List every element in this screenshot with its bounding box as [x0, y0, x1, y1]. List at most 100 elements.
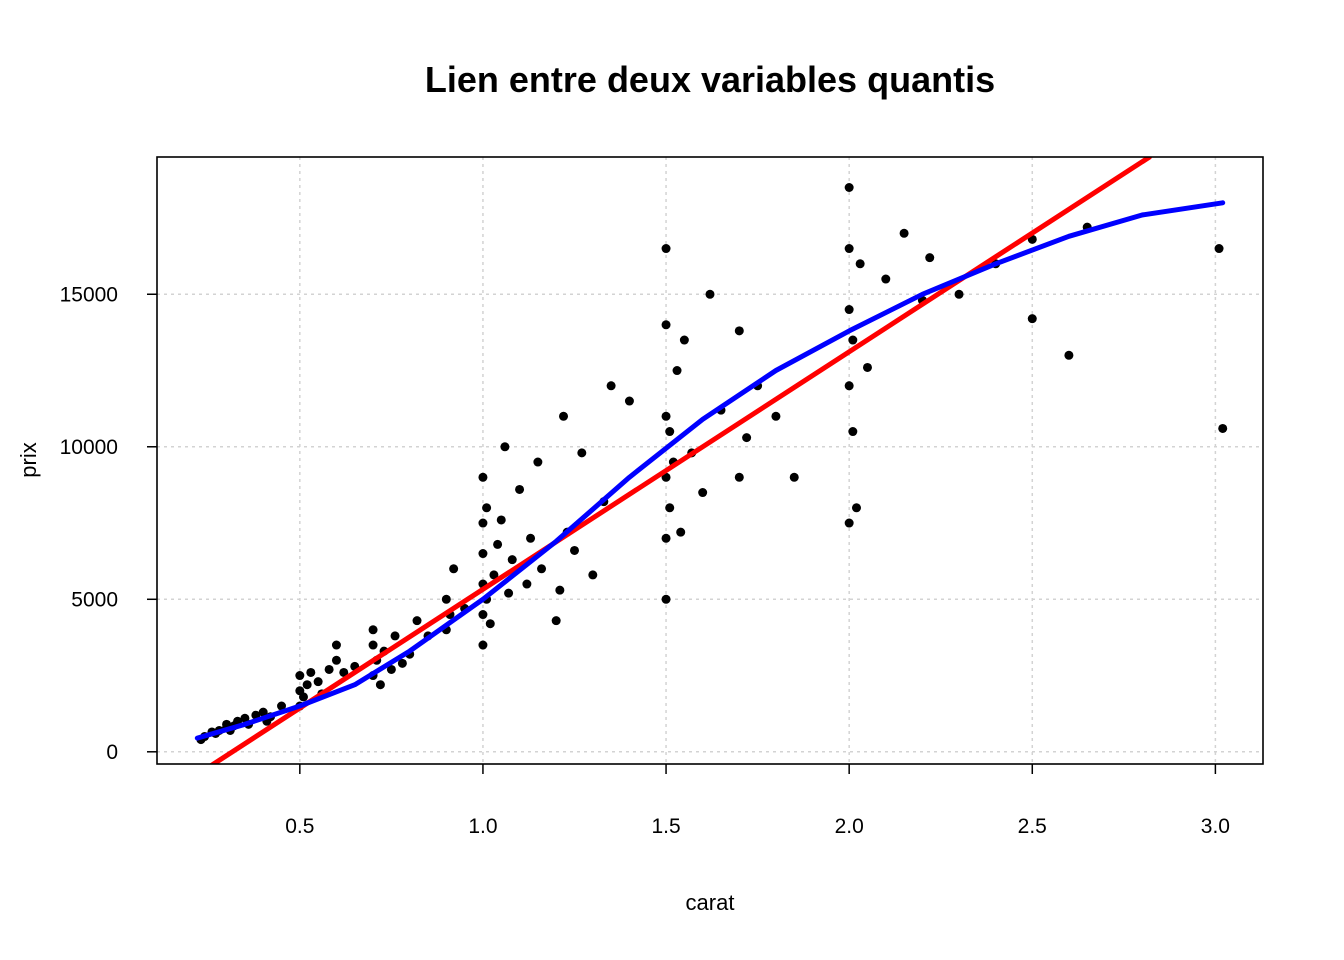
data-point: [507, 555, 517, 565]
data-point: [1064, 350, 1074, 360]
data-point: [862, 362, 872, 372]
data-point: [844, 381, 854, 391]
data-point: [848, 335, 858, 345]
data-point: [504, 588, 514, 598]
data-point: [1214, 244, 1224, 254]
data-point: [331, 640, 341, 650]
data-point: [665, 503, 675, 513]
x-axis: 0.5 1.0 1.5 2.0 2.5 3.0: [285, 764, 1230, 838]
data-point: [386, 664, 396, 674]
data-point: [899, 228, 909, 238]
fit-lines: [194, 157, 1226, 764]
x-tick-label: 1.0: [468, 815, 497, 838]
data-point: [705, 289, 715, 299]
data-point: [1218, 423, 1228, 433]
data-point: [665, 427, 675, 437]
data-point: [478, 640, 488, 650]
data-point: [771, 411, 781, 421]
x-tick-label: 2.0: [835, 815, 864, 838]
data-point: [881, 274, 891, 284]
data-point: [624, 396, 634, 406]
data-point: [559, 411, 569, 421]
data-point: [500, 442, 510, 452]
y-axis-label: prix: [16, 442, 41, 477]
x-tick-label: 3.0: [1201, 815, 1230, 838]
data-point: [855, 259, 865, 269]
data-point: [324, 664, 334, 674]
data-point: [375, 680, 385, 690]
linear-fit-line: [208, 157, 1152, 764]
data-point: [577, 448, 587, 458]
data-point: [555, 585, 565, 595]
data-point: [606, 381, 616, 391]
data-point: [672, 366, 682, 376]
data-point: [449, 564, 459, 574]
data-point: [844, 183, 854, 193]
data-point: [789, 472, 799, 482]
data-point: [661, 472, 671, 482]
data-point: [302, 680, 312, 690]
data-point: [661, 320, 671, 330]
data-point: [522, 579, 532, 589]
data-point: [496, 515, 506, 525]
data-point: [698, 488, 708, 498]
data-point: [661, 411, 671, 421]
smooth-fit-line: [194, 200, 1226, 741]
chart-title: Lien entre deux variables quantis: [425, 59, 995, 100]
data-point: [515, 484, 525, 494]
data-point: [734, 326, 744, 336]
data-point: [551, 616, 561, 626]
data-point: [368, 625, 378, 635]
data-point: [679, 335, 689, 345]
x-tick-label: 0.5: [285, 815, 314, 838]
data-point: [339, 667, 349, 677]
data-point: [441, 594, 451, 604]
data-point: [661, 244, 671, 254]
data-point: [478, 549, 488, 559]
data-point: [390, 631, 400, 641]
x-axis-label: carat: [686, 890, 735, 915]
data-point: [844, 244, 854, 254]
data-point: [526, 533, 536, 543]
data-point: [493, 539, 503, 549]
data-point: [489, 570, 499, 580]
data-point: [258, 707, 268, 717]
y-tick-label: 10000: [60, 436, 118, 459]
data-point: [676, 527, 686, 537]
data-point: [569, 545, 579, 555]
y-tick-label: 0: [106, 741, 118, 764]
data-point: [478, 518, 488, 528]
x-tick-label: 2.5: [1018, 815, 1047, 838]
data-point: [844, 518, 854, 528]
data-point: [661, 533, 671, 543]
data-point: [277, 701, 287, 711]
plot-frame: [156, 156, 1264, 765]
data-point: [295, 671, 305, 681]
y-tick-label: 15000: [60, 283, 118, 306]
grid-lines: [157, 157, 1263, 764]
data-point: [851, 503, 861, 513]
data-point: [844, 305, 854, 315]
data-point: [954, 289, 964, 299]
data-point: [306, 667, 316, 677]
data-point: [412, 616, 422, 626]
y-tick-label: 5000: [71, 588, 118, 611]
data-point: [313, 677, 323, 687]
data-points: [196, 183, 1228, 745]
data-point: [848, 427, 858, 437]
data-point: [588, 570, 598, 580]
data-point: [742, 433, 752, 443]
x-tick-label: 1.5: [651, 815, 680, 838]
data-point: [734, 472, 744, 482]
data-point: [478, 610, 488, 620]
data-point: [485, 619, 495, 629]
data-point: [482, 503, 492, 513]
data-point: [478, 472, 488, 482]
data-point: [537, 564, 547, 574]
data-point: [368, 640, 378, 650]
data-point: [298, 692, 308, 702]
data-point: [397, 658, 407, 668]
data-point: [661, 594, 671, 604]
y-axis: 0 5000 10000 15000: [60, 283, 157, 764]
